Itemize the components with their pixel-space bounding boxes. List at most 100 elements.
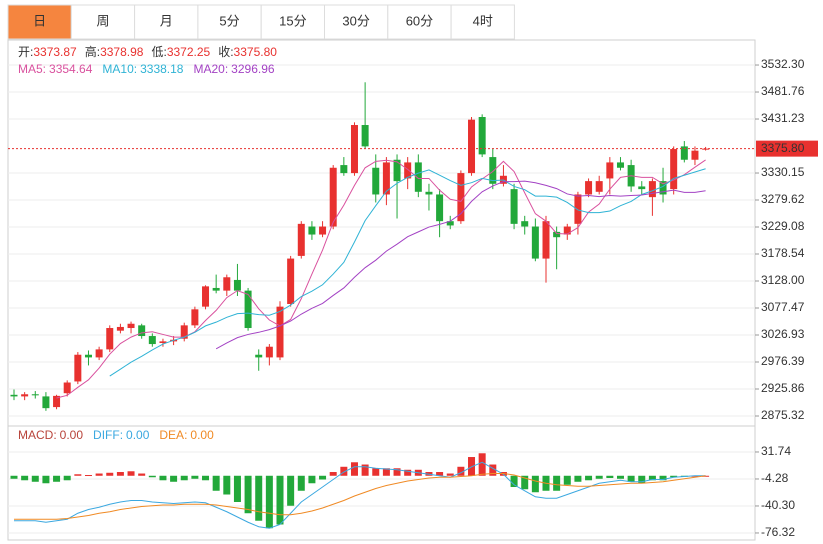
tab-label[interactable]: 日: [33, 13, 46, 28]
candle-body: [659, 181, 667, 195]
y-tick-label: 2875.32: [761, 408, 805, 422]
candle-body: [53, 395, 61, 408]
macd-bar: [180, 475, 188, 481]
y-tick-label: 3481.76: [761, 84, 805, 98]
macd-bar: [95, 473, 103, 476]
candle-body: [42, 396, 50, 409]
macd-bar: [233, 475, 241, 502]
macd-bar: [563, 475, 571, 485]
macd-bar: [638, 475, 646, 484]
candle-body: [414, 162, 422, 192]
candle-body: [382, 162, 390, 195]
macd-bar: [659, 475, 667, 481]
candle-body: [372, 167, 380, 195]
y-tick-label: 3178.54: [761, 246, 805, 260]
macd-bar: [297, 475, 305, 491]
macd-name: DIFF:: [93, 428, 123, 442]
macd-bar: [159, 475, 167, 481]
macd-bar: [106, 472, 114, 476]
tab[interactable]: [70, 4, 136, 40]
candle-body: [521, 221, 529, 227]
macd-bar: [382, 468, 390, 476]
macd-bar: [74, 474, 82, 476]
macd-bar: [457, 466, 465, 476]
tab[interactable]: [450, 4, 515, 40]
macd-value: 0.00: [60, 428, 84, 442]
ma-line: [215, 180, 706, 350]
macd-bar: [531, 475, 539, 493]
tab-label[interactable]: 周: [96, 13, 109, 28]
y-tick-label: -76.32: [761, 525, 795, 539]
macd-value: 0.00: [190, 428, 214, 442]
y-tick-label: -40.30: [761, 498, 795, 512]
macd-bar: [287, 475, 295, 506]
tab[interactable]: [387, 4, 452, 40]
y-tick-label: 3128.00: [761, 273, 805, 287]
macd-bar: [265, 475, 273, 529]
candle-body: [287, 258, 295, 304]
candle-body: [531, 226, 539, 259]
tab-label[interactable]: 30分: [342, 13, 369, 28]
tab-label[interactable]: 4时: [473, 13, 493, 28]
y-tick-label: -4.28: [761, 471, 789, 485]
tab-label[interactable]: 月: [160, 13, 173, 28]
candle-body: [191, 309, 199, 326]
y-tick-label: 3431.23: [761, 111, 805, 125]
candle-body: [404, 162, 412, 179]
candle-body: [319, 226, 327, 235]
macd-bar: [446, 473, 454, 476]
candle-body: [21, 394, 29, 397]
tab-label[interactable]: 5分: [219, 13, 239, 28]
tab-label[interactable]: 60分: [406, 13, 433, 28]
candle-body: [159, 341, 167, 343]
ma-name: MA20:: [193, 62, 228, 76]
macd-bar: [616, 475, 624, 479]
candle-body: [574, 194, 582, 224]
candle-body: [489, 157, 497, 184]
macd-bar: [276, 475, 284, 525]
tab[interactable]: [7, 4, 72, 40]
candle-body: [297, 223, 305, 256]
candle-body: [393, 159, 401, 182]
macd-name: MACD:: [18, 428, 57, 442]
macd-bar: [170, 475, 178, 482]
macd-bar: [202, 475, 210, 481]
macd-bar: [553, 475, 561, 491]
candle-body: [702, 148, 710, 150]
candle-body: [148, 336, 156, 345]
candle-body: [127, 323, 135, 329]
main-frame: [7, 39, 756, 427]
macd-bar: [42, 475, 50, 484]
tab[interactable]: [324, 4, 389, 40]
tab[interactable]: [260, 4, 326, 40]
y-tick-label: 31.74: [761, 444, 791, 458]
candle-body: [340, 165, 348, 174]
candle-body: [276, 306, 284, 358]
ohlc-value: 3372.25: [167, 45, 211, 59]
ma-value: 3354.64: [49, 62, 93, 76]
candle-body: [350, 125, 358, 174]
macd-line: [14, 473, 706, 520]
macd-bar: [63, 475, 71, 481]
candle-body: [468, 119, 476, 174]
macd-bar: [361, 464, 369, 476]
tab[interactable]: [197, 4, 262, 40]
y-tick-label: 2976.39: [761, 354, 805, 368]
macd-bar: [319, 475, 327, 480]
y-tick-label: 3229.08: [761, 219, 805, 233]
macd-bar: [308, 475, 316, 484]
macd-bar: [606, 475, 614, 479]
candle-body: [244, 290, 252, 329]
candle-body: [680, 146, 688, 160]
candle-body: [233, 279, 241, 291]
candle-body: [63, 382, 71, 394]
macd-bar: [10, 475, 18, 479]
macd-bar: [436, 472, 444, 476]
candle-body: [10, 394, 18, 397]
macd-bar: [585, 475, 593, 481]
tab-label[interactable]: 15分: [279, 13, 306, 28]
y-tick-label: 2925.86: [761, 381, 805, 395]
macd-bar: [84, 475, 92, 477]
ma-name: MA10:: [102, 62, 137, 76]
